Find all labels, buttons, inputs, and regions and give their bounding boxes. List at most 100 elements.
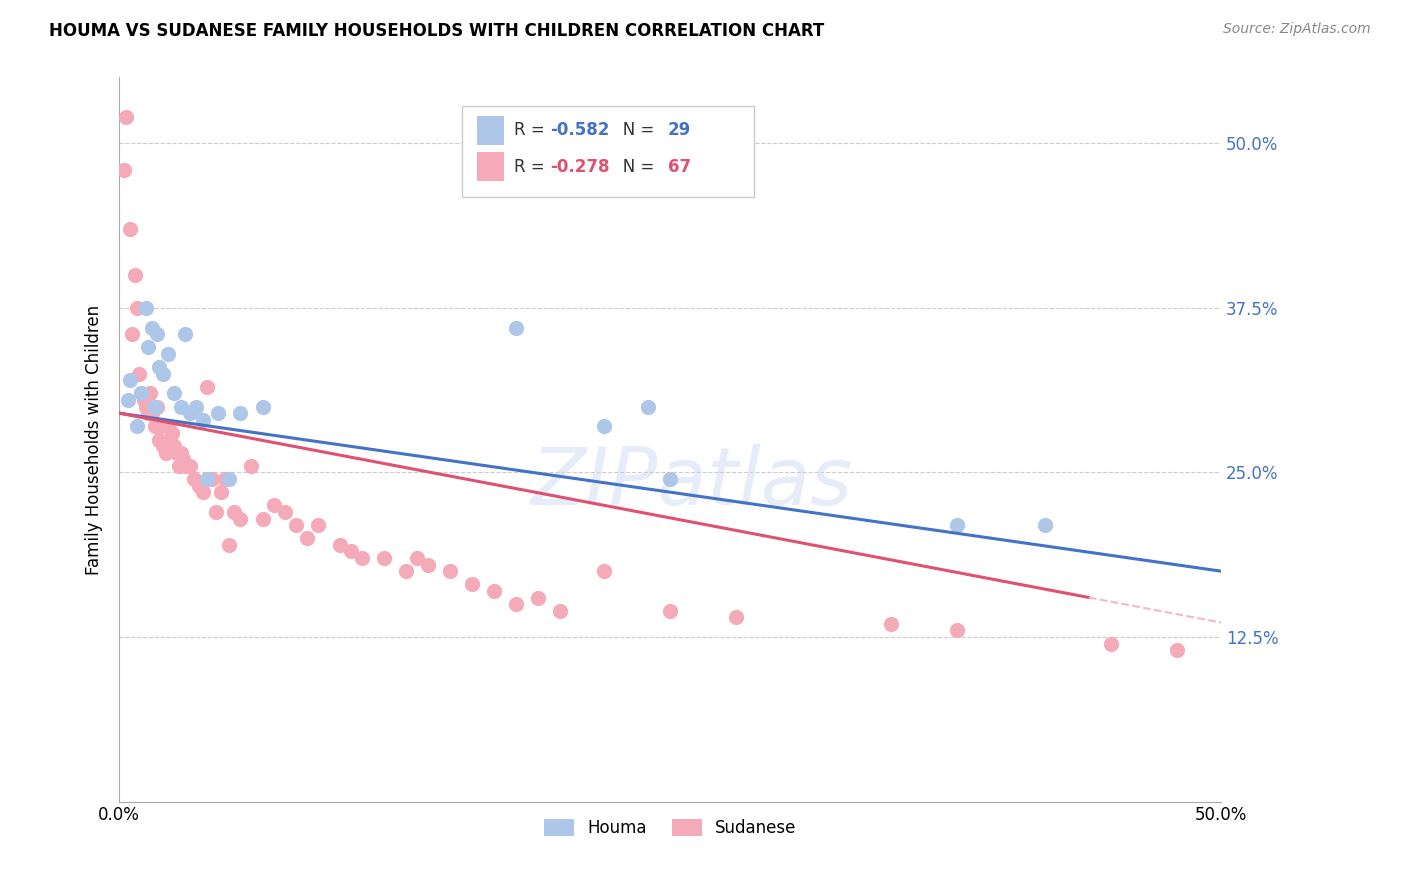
Point	[252, 400, 274, 414]
Point	[117, 392, 139, 407]
FancyBboxPatch shape	[478, 152, 503, 181]
Point	[1033, 518, 1056, 533]
Point	[143, 400, 166, 414]
Text: -0.278: -0.278	[550, 158, 610, 176]
Point	[240, 458, 263, 473]
Point	[201, 472, 224, 486]
Point	[273, 505, 295, 519]
Point	[505, 320, 527, 334]
Legend: Houma, Sudanese: Houma, Sudanese	[537, 813, 803, 844]
Point	[461, 577, 484, 591]
Point	[222, 505, 245, 519]
Point	[191, 485, 214, 500]
Point	[1166, 643, 1188, 657]
Point	[121, 327, 143, 342]
Point	[191, 413, 214, 427]
Point	[197, 380, 219, 394]
Point	[163, 439, 186, 453]
Point	[527, 591, 550, 605]
Point	[405, 551, 427, 566]
Point	[205, 505, 228, 519]
Point	[155, 445, 177, 459]
Point	[160, 425, 183, 440]
Point	[174, 327, 197, 342]
Point	[593, 419, 616, 434]
Point	[659, 604, 682, 618]
Text: N =: N =	[607, 121, 659, 139]
FancyBboxPatch shape	[463, 106, 754, 197]
Text: 29: 29	[668, 121, 692, 139]
Point	[548, 604, 571, 618]
Point	[207, 406, 229, 420]
Text: ZIPatlas: ZIPatlas	[531, 444, 853, 522]
Point	[229, 511, 252, 525]
Point	[214, 472, 236, 486]
Point	[125, 419, 148, 434]
Point	[350, 551, 373, 566]
Point	[120, 373, 142, 387]
Point	[141, 320, 163, 334]
Point	[197, 472, 219, 486]
Point	[879, 616, 901, 631]
Point	[209, 485, 232, 500]
Point	[125, 301, 148, 315]
Point	[505, 597, 527, 611]
Point	[218, 538, 240, 552]
Point	[172, 452, 194, 467]
Point	[159, 433, 181, 447]
Text: 67: 67	[668, 158, 692, 176]
Point	[135, 400, 157, 414]
Point	[124, 268, 146, 282]
Point	[139, 386, 162, 401]
Point	[145, 327, 167, 342]
Point	[183, 472, 205, 486]
Point	[148, 360, 170, 375]
Point	[152, 367, 174, 381]
Point	[170, 400, 193, 414]
Text: R =: R =	[513, 158, 550, 176]
Point	[945, 518, 967, 533]
Point	[1099, 637, 1122, 651]
Point	[186, 400, 208, 414]
Point	[167, 458, 190, 473]
Point	[145, 400, 167, 414]
Point	[174, 458, 197, 473]
Point	[150, 419, 173, 434]
Point	[156, 347, 179, 361]
Point	[329, 538, 352, 552]
Point	[295, 531, 318, 545]
Point	[187, 478, 209, 492]
Point	[179, 406, 201, 420]
Point	[135, 301, 157, 315]
Text: R =: R =	[513, 121, 550, 139]
Point	[131, 386, 153, 401]
FancyBboxPatch shape	[478, 116, 503, 145]
Point	[637, 400, 659, 414]
Point	[112, 162, 135, 177]
Point	[132, 392, 155, 407]
Point	[141, 406, 163, 420]
Point	[148, 433, 170, 447]
Point	[263, 499, 285, 513]
Point	[339, 544, 361, 558]
Point	[307, 518, 329, 533]
Point	[131, 386, 153, 401]
Point	[143, 419, 166, 434]
Point	[482, 583, 505, 598]
Point	[152, 439, 174, 453]
Text: N =: N =	[607, 158, 659, 176]
Point	[593, 564, 616, 578]
Point	[725, 610, 748, 624]
Text: Source: ZipAtlas.com: Source: ZipAtlas.com	[1223, 22, 1371, 37]
Point	[120, 222, 142, 236]
Point	[373, 551, 395, 566]
Text: -0.582: -0.582	[550, 121, 609, 139]
Point	[166, 445, 188, 459]
Point	[252, 511, 274, 525]
Text: HOUMA VS SUDANESE FAMILY HOUSEHOLDS WITH CHILDREN CORRELATION CHART: HOUMA VS SUDANESE FAMILY HOUSEHOLDS WITH…	[49, 22, 824, 40]
Point	[136, 406, 159, 420]
Point	[136, 340, 159, 354]
Point	[170, 445, 193, 459]
Point	[229, 406, 252, 420]
Point	[945, 624, 967, 638]
